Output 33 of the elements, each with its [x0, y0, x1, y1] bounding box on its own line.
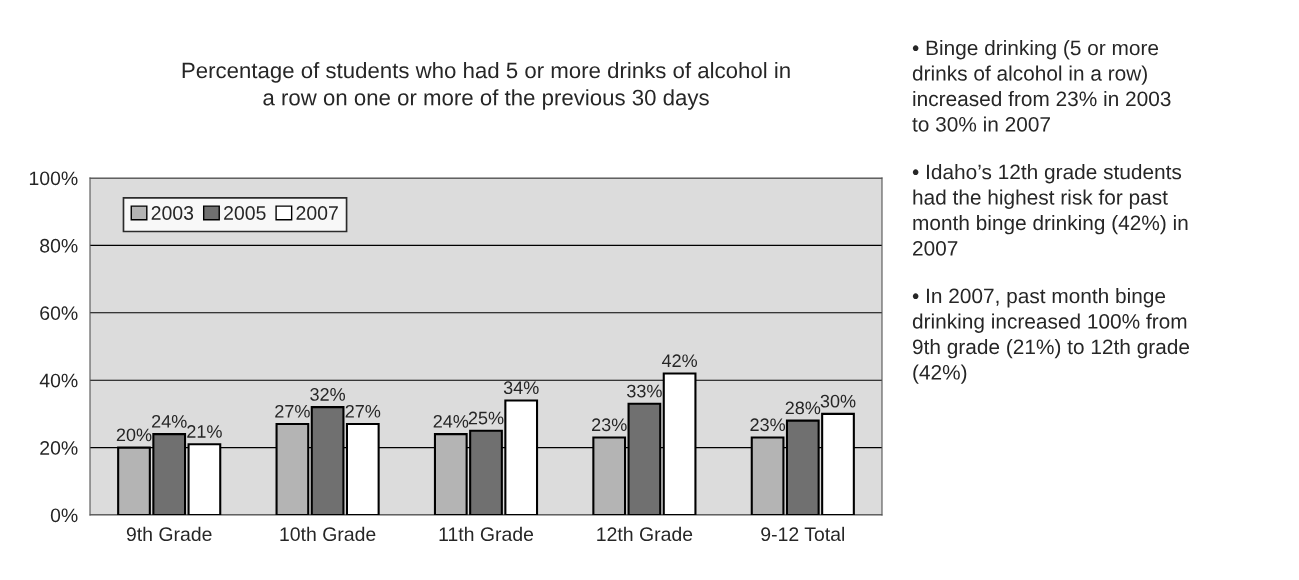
data-label: 20% [116, 428, 152, 442]
data-label: 24% [433, 414, 469, 428]
data-label: 33% [627, 384, 662, 398]
data-label: 27% [345, 404, 381, 418]
y-tick-label: 100% [29, 171, 78, 186]
data-label: 23% [750, 418, 786, 432]
legend-label: 2007 [296, 206, 338, 220]
data-label: 42% [661, 354, 698, 368]
y-tick-label: 0% [50, 508, 78, 523]
chart-title: Percentage of students who had 5 or more drinks of alcohol in a row on one or more of the previous 30 days [182, 62, 790, 110]
data-label: 21% [187, 425, 222, 438]
text: • Binge drinking (5 or more drinks of alcohol in a row) increased from 23% in 2003 to 30% in 2007 [912, 40, 1171, 132]
x-tick-label: 9-12 Total [761, 526, 845, 542]
x-tick-label: 10th Grade [280, 526, 376, 542]
x-tick-label: 11th Grade [439, 526, 534, 542]
data-label: 30% [820, 394, 856, 408]
y-tick-label: 80% [40, 238, 78, 253]
data-label: 23% [592, 418, 627, 432]
data-label: 34% [503, 381, 539, 395]
text: • In 2007, past month binge drinking increased 100% from 9th grade (21%) to 12th grade (42%) [912, 288, 1190, 384]
data-label: 28% [785, 401, 821, 415]
x-tick-label: 12th Grade [597, 526, 693, 542]
data-label: 32% [310, 388, 346, 401]
data-label: 24% [152, 414, 187, 428]
text: • Idaho’s 12th grade students had the highest risk for past month binge drinking (42%) in 2007 [912, 164, 1188, 256]
data-label: 27% [275, 404, 310, 418]
y-tick-label: 40% [39, 373, 78, 388]
legend-label: 2003 [151, 206, 194, 220]
y-tick-label: 20% [40, 441, 78, 455]
y-tick-label: 60% [40, 306, 78, 321]
x-tick-label: 9th Grade [126, 526, 212, 542]
legend-label: 2005 [224, 206, 266, 220]
data-label: 25% [468, 411, 504, 425]
